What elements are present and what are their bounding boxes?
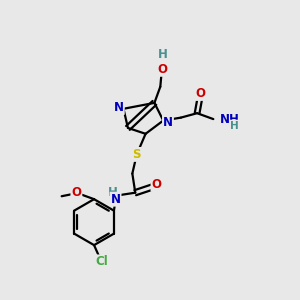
Text: N: N [114,101,124,114]
Text: H: H [230,121,239,130]
Text: O: O [152,178,161,191]
Text: NH: NH [220,113,240,126]
Text: Cl: Cl [95,255,108,268]
Text: O: O [195,87,205,100]
Text: N: N [163,116,173,128]
Text: S: S [133,148,141,161]
Text: H: H [158,48,167,61]
Text: H: H [108,186,118,199]
Text: O: O [158,63,167,76]
Text: O: O [71,186,81,199]
Text: N: N [110,193,121,206]
